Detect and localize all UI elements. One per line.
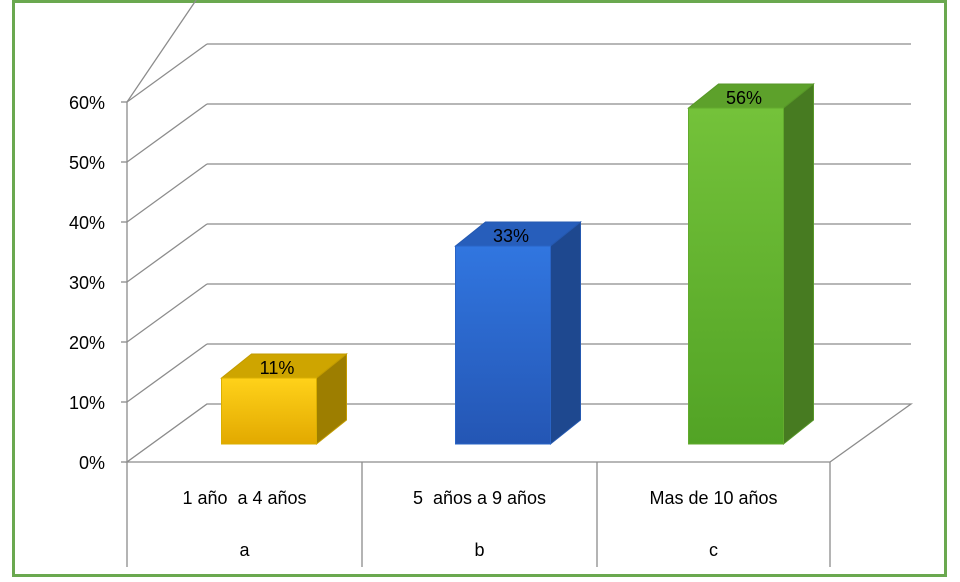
category-label: 1 año a 4 años	[182, 488, 306, 508]
side-gridline	[126, 43, 208, 103]
category-label: Mas de 10 años	[649, 488, 777, 508]
side-gridline	[126, 343, 208, 403]
bar-front	[688, 107, 784, 445]
labels-layer: 0% 10% 20% 30% 40% 50% 60% 11% 33% 56%	[69, 88, 762, 473]
y-tick-label: 60%	[69, 93, 105, 113]
side-gridline	[126, 103, 208, 163]
side-gridline	[126, 283, 208, 343]
side-gridline	[126, 223, 208, 283]
data-label: 56%	[726, 88, 762, 108]
y-tick-label: 30%	[69, 273, 105, 293]
bars-layer	[220, 82, 815, 446]
category-table: 1 año a 4 años a 5 años a 9 años b Mas de 10…	[126, 462, 831, 567]
y-tick-label: 40%	[69, 213, 105, 233]
group-label: c	[709, 540, 718, 560]
group-label: b	[474, 540, 484, 560]
y-tick-label: 0%	[79, 453, 105, 473]
data-label: 33%	[493, 226, 529, 246]
group-label: a	[239, 540, 250, 560]
bar-side	[783, 82, 814, 446]
bar	[220, 352, 348, 446]
side-gridline	[126, 163, 208, 223]
bar	[687, 82, 815, 446]
bar-side	[550, 220, 581, 446]
bar	[454, 220, 582, 446]
y-tick-label: 50%	[69, 153, 105, 173]
bar-front	[455, 245, 551, 445]
bar-front	[221, 377, 317, 445]
y-tick-label: 20%	[69, 333, 105, 353]
data-label: 11%	[260, 358, 295, 378]
y-tick-label: 10%	[69, 393, 105, 413]
category-label: 5 años a 9 años	[413, 488, 546, 508]
side-gridline	[126, 0, 197, 103]
